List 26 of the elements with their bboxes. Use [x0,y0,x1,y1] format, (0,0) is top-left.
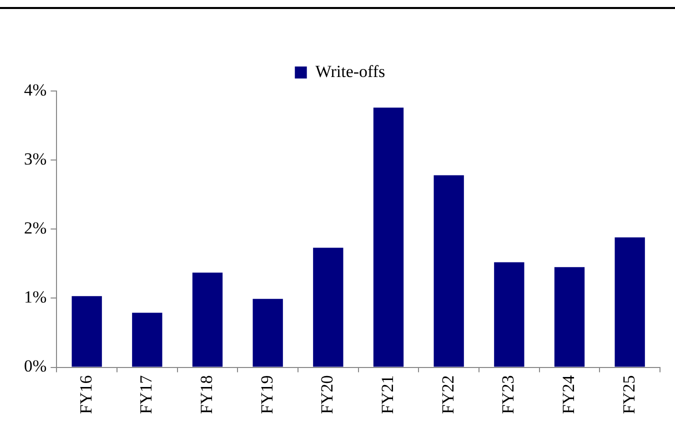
bar [494,262,524,367]
bar [434,175,464,367]
y-tick-label: 1% [24,288,47,307]
x-tick-label: FY16 [76,375,96,414]
y-tick-label: 2% [24,218,47,238]
bar [313,248,344,367]
x-tick-label: FY17 [136,374,156,414]
bar [132,312,162,367]
bar [192,272,223,367]
bar [614,237,645,367]
y-tick-label: 3% [24,150,47,169]
bar [72,296,102,367]
x-tick-label: FY23 [498,375,518,414]
y-tick-label: 0% [24,356,47,376]
bar [554,267,585,367]
x-tick-label: FY24 [558,374,578,414]
bar [373,108,404,367]
y-tick-label: 4% [24,80,47,100]
x-tick-label: FY20 [318,375,337,414]
legend-label: Write-offs [315,62,386,81]
x-tick-label: FY22 [438,375,458,414]
x-tick-label: FY25 [619,375,638,414]
x-tick-label: FY19 [257,375,276,414]
bar [252,298,283,367]
x-tick-label: FY18 [196,375,216,414]
x-tick-label: FY21 [378,375,397,414]
